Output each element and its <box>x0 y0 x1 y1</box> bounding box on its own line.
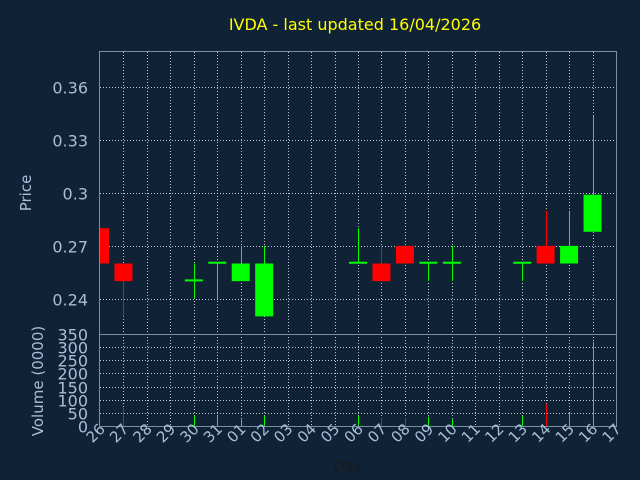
candle-body <box>231 263 250 282</box>
x-tick-labels: 2627282930310102030405060708091011121314… <box>83 420 625 446</box>
candle-body <box>114 263 133 282</box>
candle-body <box>208 261 227 264</box>
volume-tick-label: 200 <box>57 365 88 384</box>
price-axis-label: Price <box>17 175 35 212</box>
volume-tick-label: 300 <box>57 339 88 358</box>
price-tick-label: 0.3 <box>63 185 88 204</box>
candle-body <box>395 245 414 264</box>
candle-body <box>442 261 461 264</box>
candle-body <box>372 263 391 282</box>
volume-tick-label: 250 <box>57 352 88 371</box>
volume-tick-label: 50 <box>68 405 88 424</box>
volume-grid <box>100 334 616 426</box>
price-panel: 0.24 0.27 0.3 0.33 0.36 <box>52 51 617 335</box>
price-tick-label: 0.33 <box>52 132 88 151</box>
price-tick-label: 0.27 <box>52 238 88 257</box>
candle-body <box>536 245 555 264</box>
volume-tick-label: 350 <box>57 326 88 345</box>
candle-body <box>560 245 579 264</box>
volume-tick-label: 100 <box>57 392 88 411</box>
price-tick-label: 0.36 <box>52 79 88 98</box>
x-axis-label: Day <box>333 457 363 475</box>
price-tick-labels: 0.24 0.27 0.3 0.33 0.36 <box>52 79 88 310</box>
price-tick-label: 0.24 <box>52 291 88 310</box>
candle-body <box>255 263 274 317</box>
candle-body <box>100 228 109 264</box>
volume-plot-border <box>99 334 617 427</box>
candle-body <box>349 261 367 264</box>
candle-body <box>513 261 532 264</box>
chart-title: IVDA - last updated 16/04/2026 <box>229 15 481 34</box>
volume-axis-label: Volume (0000) <box>29 326 47 436</box>
volume-tick-label: 150 <box>57 379 88 398</box>
candle-body <box>184 279 203 282</box>
volume-bars <box>123 341 594 426</box>
candle-body <box>419 261 438 264</box>
volume-tick-label: 0 <box>78 418 88 437</box>
candles <box>100 115 602 317</box>
candle-body <box>583 194 602 232</box>
